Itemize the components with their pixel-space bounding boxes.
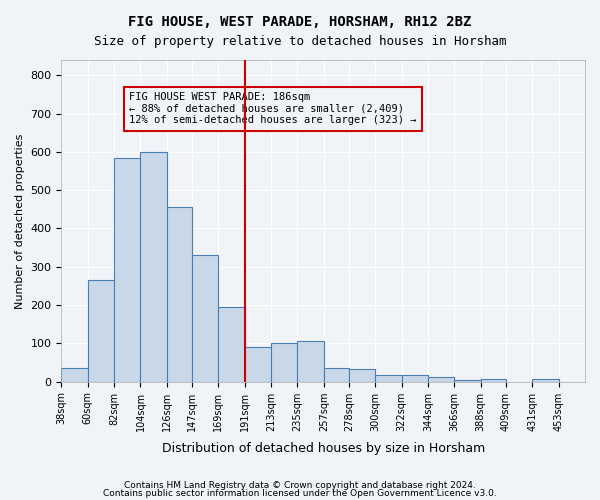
Bar [140,152,167,382]
Bar [324,368,349,382]
Bar [61,368,88,382]
Bar [376,375,401,382]
Text: Contains HM Land Registry data © Crown copyright and database right 2024.: Contains HM Land Registry data © Crown c… [124,481,476,490]
Bar [167,208,192,382]
Bar [271,344,298,382]
X-axis label: Distribution of detached houses by size in Horsham: Distribution of detached houses by size … [161,442,485,455]
Y-axis label: Number of detached properties: Number of detached properties [15,133,25,308]
Bar [192,256,218,382]
Text: FIG HOUSE, WEST PARADE, HORSHAM, RH12 2BZ: FIG HOUSE, WEST PARADE, HORSHAM, RH12 2B… [128,15,472,29]
Text: FIG HOUSE WEST PARADE: 186sqm
← 88% of detached houses are smaller (2,409)
12% o: FIG HOUSE WEST PARADE: 186sqm ← 88% of d… [130,92,417,126]
Text: Size of property relative to detached houses in Horsham: Size of property relative to detached ho… [94,35,506,48]
Text: Contains public sector information licensed under the Open Government Licence v3: Contains public sector information licen… [103,488,497,498]
Bar [532,379,559,382]
Bar [298,342,324,382]
Bar [481,379,506,382]
Bar [428,377,454,382]
Bar [454,380,481,382]
Bar [218,307,245,382]
Bar [245,347,271,382]
Bar [88,280,114,382]
Bar [401,375,428,382]
Bar [349,369,376,382]
Bar [114,158,140,382]
